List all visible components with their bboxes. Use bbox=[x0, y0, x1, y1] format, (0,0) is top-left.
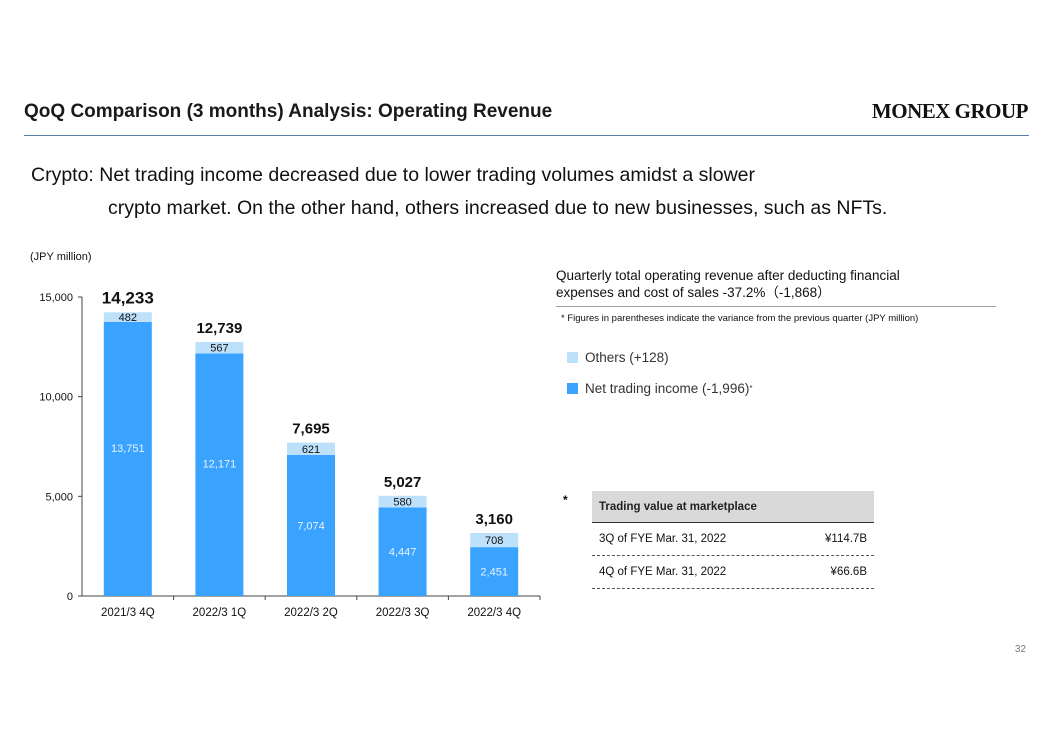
data-label-total: 12,739 bbox=[196, 320, 242, 337]
x-tick-label: 2022/3 4Q bbox=[467, 607, 521, 619]
y-tick-label: 5,000 bbox=[45, 491, 73, 503]
table-header: Trading value at marketplace bbox=[592, 491, 874, 523]
bar-others bbox=[378, 495, 427, 508]
summary-title: Quarterly total operating revenue after … bbox=[556, 267, 996, 301]
x-tick-label: 2022/3 2Q bbox=[284, 607, 338, 619]
page-number: 32 bbox=[1014, 644, 1026, 655]
data-label-total: 5,027 bbox=[384, 474, 422, 491]
legend-label-others: Others (+128) bbox=[585, 350, 669, 365]
data-label-others: 567 bbox=[210, 343, 228, 355]
legend-item-net-trading: Net trading income (-1,996) * bbox=[567, 381, 752, 396]
data-label-total: 7,695 bbox=[292, 421, 330, 438]
legend-swatch-others bbox=[567, 352, 578, 363]
data-label-others: 580 bbox=[393, 497, 411, 509]
bar-others bbox=[287, 442, 335, 455]
bar-net-trading bbox=[470, 547, 519, 596]
y-tick-label: 15,000 bbox=[39, 292, 73, 304]
data-label-net-trading: 12,171 bbox=[203, 459, 237, 471]
data-label-net-trading: 7,074 bbox=[297, 520, 325, 532]
table-row: 4Q of FYE Mar. 31, 2022 ¥66.6B bbox=[592, 556, 874, 589]
y-tick-label: 10,000 bbox=[39, 392, 73, 404]
summary-line-1: Quarterly total operating revenue after … bbox=[556, 268, 900, 283]
table-cell-period: 3Q of FYE Mar. 31, 2022 bbox=[599, 533, 727, 545]
table-cell-value: ¥114.7B bbox=[825, 533, 867, 545]
summary-footnote: * Figures in parentheses indicate the va… bbox=[561, 313, 919, 324]
legend-label-net-trading: Net trading income (-1,996) bbox=[585, 381, 750, 396]
title-divider bbox=[24, 135, 1029, 136]
data-label-net-trading: 4,447 bbox=[389, 547, 417, 559]
data-label-others: 708 bbox=[485, 535, 503, 547]
bar-net-trading bbox=[195, 353, 244, 596]
table-row: 3Q of FYE Mar. 31, 2022 ¥114.7B bbox=[592, 523, 874, 556]
bar-others bbox=[103, 312, 152, 322]
bar-net-trading bbox=[103, 321, 152, 596]
x-tick-label: 2021/3 4Q bbox=[101, 607, 155, 619]
data-label-net-trading: 13,751 bbox=[111, 443, 145, 455]
bar-others bbox=[470, 533, 519, 548]
x-tick-label: 2022/3 3Q bbox=[376, 607, 430, 619]
trading-value-table: Trading value at marketplace 3Q of FYE M… bbox=[592, 491, 874, 589]
company-logo: MONEX GROUP bbox=[871, 99, 1029, 123]
slide-title: QoQ Comparison (3 months) Analysis: Oper… bbox=[24, 101, 553, 122]
data-label-total: 3,160 bbox=[475, 511, 513, 528]
bar-net-trading bbox=[287, 454, 335, 596]
table-marker: * bbox=[563, 493, 568, 507]
lead-text-line-2: crypto market. On the other hand, others… bbox=[108, 197, 888, 219]
table-cell-value: ¥66.6B bbox=[830, 566, 867, 578]
bar-net-trading bbox=[378, 507, 427, 596]
legend-swatch-net-trading bbox=[567, 383, 578, 394]
data-label-net-trading: 2,451 bbox=[480, 567, 508, 579]
data-label-others: 621 bbox=[302, 444, 320, 456]
data-label-others: 482 bbox=[119, 312, 137, 324]
data-label-total: 14,233 bbox=[102, 288, 154, 307]
table-cell-period: 4Q of FYE Mar. 31, 2022 bbox=[599, 566, 727, 578]
legend-item-others: Others (+128) bbox=[567, 350, 669, 365]
lead-text-line-1: Crypto: Net trading income decreased due… bbox=[31, 164, 756, 186]
summary-line-2: expenses and cost of sales -37.2%（-1,868… bbox=[556, 285, 831, 300]
y-tick-label: 0 bbox=[67, 591, 73, 603]
chart-unit-label: (JPY million) bbox=[30, 251, 92, 263]
x-tick-label: 2022/3 1Q bbox=[193, 607, 247, 619]
bar-others bbox=[195, 342, 244, 354]
summary-divider bbox=[556, 306, 996, 307]
